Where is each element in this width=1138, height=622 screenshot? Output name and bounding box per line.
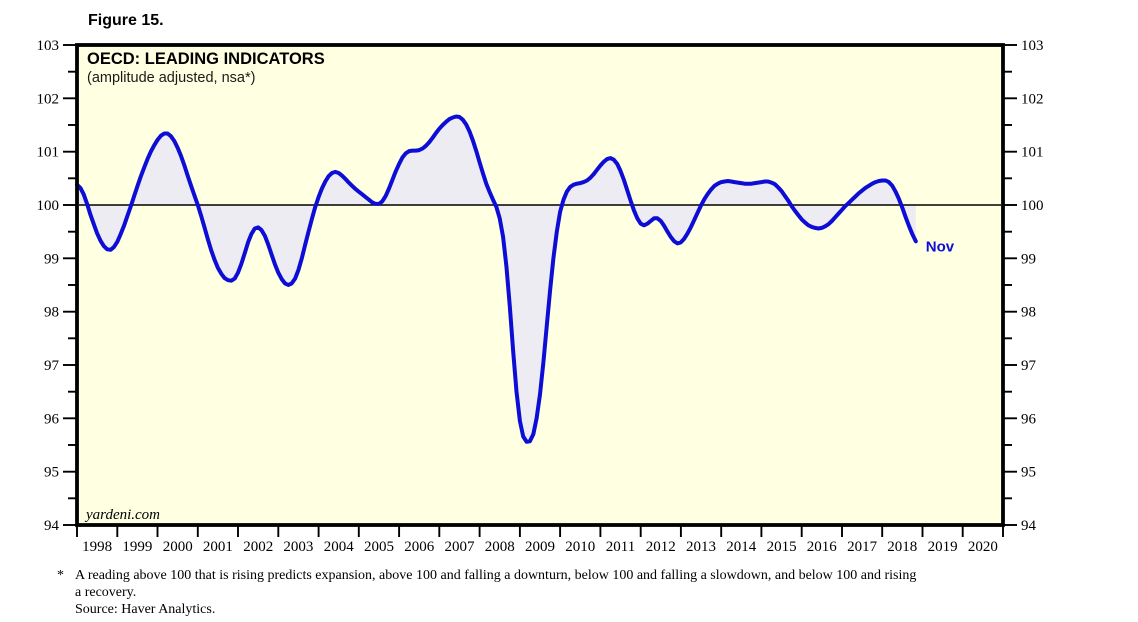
footnote-line-2: a recovery. <box>75 585 137 600</box>
footnote-text: A reading above 100 that is rising predi… <box>75 567 916 618</box>
x-axis-year-label: 2012 <box>646 539 676 555</box>
chart-title: OECD: LEADING INDICATORS <box>87 50 325 68</box>
x-axis-year-label: 2018 <box>887 539 917 555</box>
y-axis-label-left: 98 <box>44 305 59 321</box>
y-axis-label-right: 94 <box>1021 518 1037 534</box>
y-axis-label-left: 102 <box>37 91 60 107</box>
x-axis-year-label: 2003 <box>283 539 313 555</box>
x-axis-year-label: 2011 <box>606 539 635 555</box>
x-axis-year-label: 2002 <box>243 539 273 555</box>
y-axis-label-right: 101 <box>1021 145 1044 161</box>
x-axis-year-label: 2010 <box>565 539 595 555</box>
y-axis-label-left: 99 <box>44 251 59 267</box>
footnote-line-1: A reading above 100 that is rising predi… <box>75 568 917 583</box>
y-axis-label-left: 94 <box>44 518 60 534</box>
x-axis-year-label: 2017 <box>847 539 878 555</box>
plot-frame <box>75 43 1005 527</box>
figure-label: Figure 15. <box>88 12 164 29</box>
y-axis-label-right: 98 <box>1021 305 1036 321</box>
footnote-source: Source: Haver Analytics. <box>75 602 216 617</box>
y-axis-label-right: 95 <box>1021 465 1036 481</box>
y-axis-label-left: 103 <box>37 38 60 54</box>
leading-indicators-chart: 94 94 95 95 96 96 97 97 98 98 99 99 100 100 101 101 102 1… <box>37 38 1044 555</box>
x-axis-year-label: 2014 <box>726 539 757 555</box>
x-axis-year-label: 1999 <box>122 539 152 555</box>
watermark-yardeni: yardeni.com <box>84 507 160 523</box>
y-axis-label-right: 103 <box>1021 38 1044 54</box>
x-axis-year-label: 2004 <box>324 539 355 555</box>
x-axis-year-label: 2013 <box>686 539 716 555</box>
x-axis-year-label: 2005 <box>364 539 394 555</box>
indicator-line <box>75 114 918 444</box>
last-point-annotation: Nov <box>926 238 955 255</box>
chart-subtitle: (amplitude adjusted, nsa*) <box>87 70 255 86</box>
y-axis-label-right: 96 <box>1021 411 1037 427</box>
x-axis-year-label: 2015 <box>767 539 797 555</box>
y-axis-label-left: 101 <box>37 145 60 161</box>
x-axis-year-label: 2007 <box>445 539 476 555</box>
x-axis-year-label: 1998 <box>82 539 112 555</box>
y-axis-label-left: 96 <box>44 411 60 427</box>
x-axis-year-label: 2008 <box>485 539 515 555</box>
y-axis-label-right: 97 <box>1021 358 1037 374</box>
x-axis-year-label: 2019 <box>928 539 958 555</box>
y-axis-label-right: 100 <box>1021 198 1044 214</box>
x-axis-year-label: 2016 <box>807 539 838 555</box>
y-axis-label-right: 99 <box>1021 251 1036 267</box>
x-axis-year-label: 2020 <box>968 539 998 555</box>
x-axis-year-label: 2000 <box>163 539 193 555</box>
footnote-asterisk: * <box>57 568 64 583</box>
y-axis-label-left: 95 <box>44 465 59 481</box>
y-axis-label-right: 102 <box>1021 91 1044 107</box>
x-axis-year-label: 2001 <box>203 539 233 555</box>
x-axis-year-label: 2009 <box>525 539 555 555</box>
y-axis-label-left: 97 <box>44 358 60 374</box>
x-axis-year-label: 2006 <box>404 539 435 555</box>
axes: 94 94 95 95 96 96 97 97 98 98 99 99 100 100 101 101 102 1… <box>37 38 1044 555</box>
footnote: * A reading above 100 that is rising pre… <box>57 567 1067 618</box>
y-axis-label-left: 100 <box>37 198 60 214</box>
